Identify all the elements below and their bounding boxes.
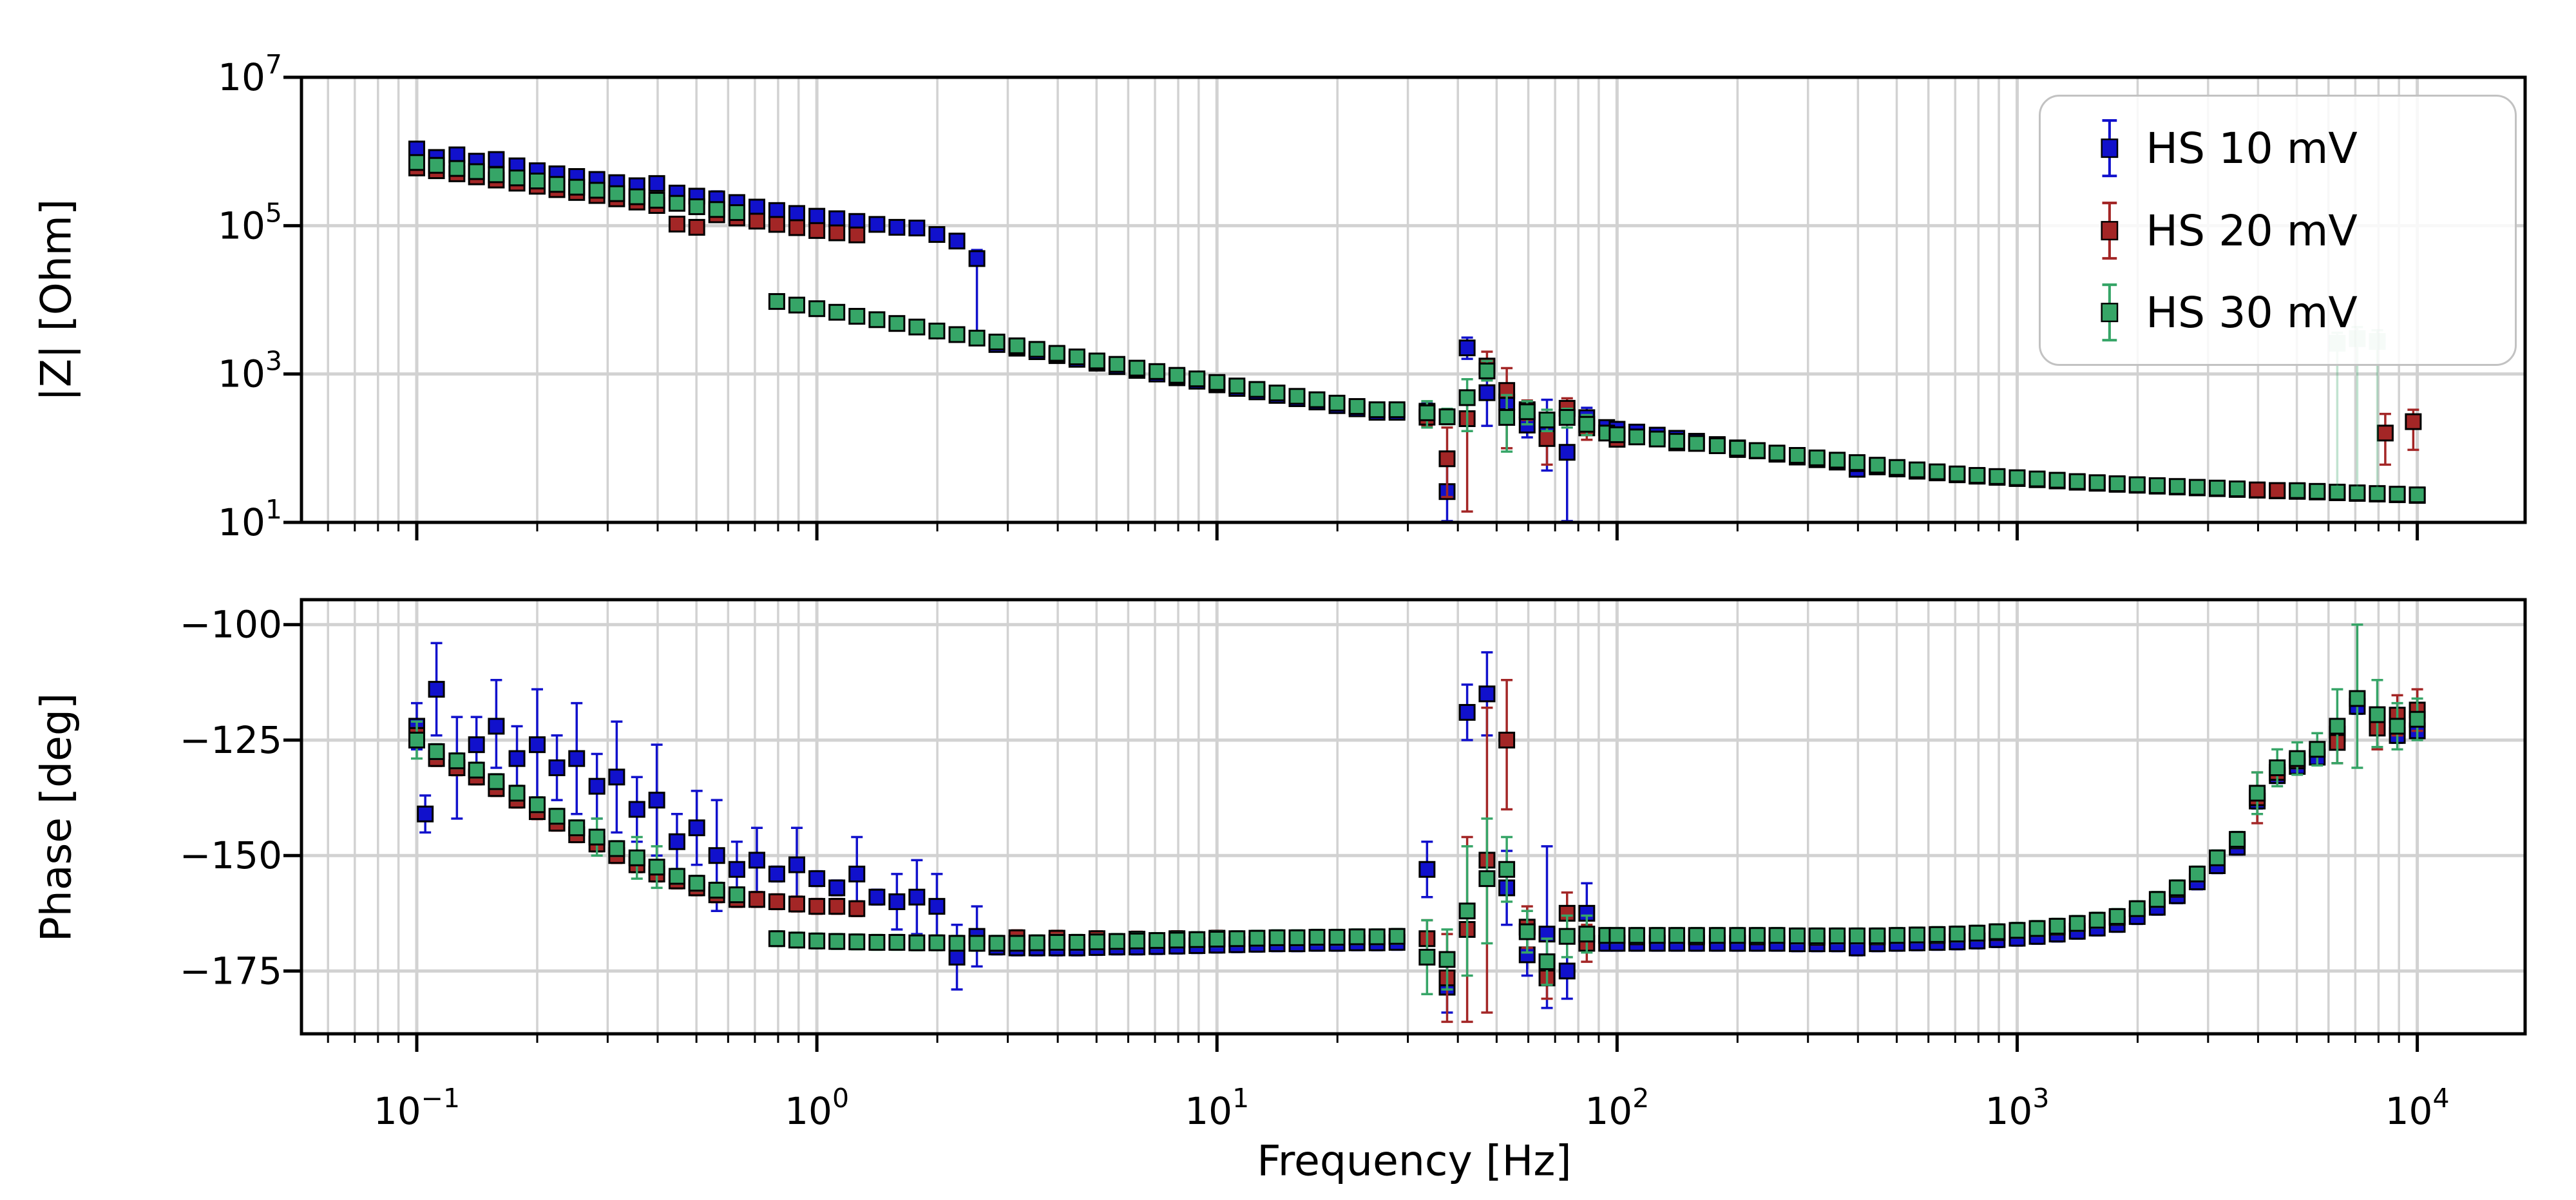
y-axis-label-magnitude: |Z| [Ohm]: [32, 198, 81, 401]
grid: [301, 77, 2525, 522]
subplot-impedance-magnitude: 107 105 103 101: [218, 49, 2527, 544]
y-tick-label: −150: [180, 833, 282, 877]
legend-item-hs20: HS 20 mV: [2041, 193, 2515, 267]
x-tick-label: 103: [1985, 1083, 2050, 1133]
legend-label-hs20: HS 20 mV: [2146, 205, 2358, 256]
errorbar-marker-icon: [2100, 119, 2118, 178]
x-tick-label: 101: [1185, 1083, 1249, 1133]
x-tick-label: 10−1: [374, 1083, 460, 1133]
legend: HS 10 mV HS 20 mV HS 30 mV: [2039, 95, 2517, 367]
y-tick-labels: −100 −125 −150 −175: [180, 603, 282, 993]
ticks: [283, 623, 2419, 1052]
subplot-phase: −100 −125 −150 −175: [180, 598, 2527, 1052]
y-tick-labels: 107 105 103 101: [218, 49, 282, 544]
x-tick-labels: 10−1 100 101 102 103 104: [374, 1083, 2450, 1133]
legend-label-hs10: HS 10 mV: [2146, 123, 2358, 173]
y-tick-label: 105: [218, 197, 282, 247]
y-axis-label-phase: Phase [deg]: [32, 692, 81, 942]
legend-label-hs30: HS 30 mV: [2146, 287, 2358, 338]
y-tick-label: −175: [180, 949, 282, 993]
x-tick-label: 104: [2385, 1083, 2450, 1133]
errorbar-marker-icon: [2100, 201, 2118, 260]
axes-frame: [300, 75, 2527, 524]
series-hs30-impedance-magnitude: [408, 154, 2426, 504]
y-tick-label: −125: [180, 718, 282, 762]
x-tick-label: 100: [785, 1083, 849, 1133]
y-tick-label: 107: [218, 49, 282, 99]
axes-frame: [300, 598, 2527, 1036]
x-axis-label: Frequency [Hz]: [1257, 1137, 1572, 1186]
ticks: [283, 75, 2419, 540]
y-tick-label: 101: [218, 494, 282, 544]
errorbar-marker-icon: [2100, 283, 2118, 342]
grid: [301, 600, 2525, 1034]
series-hs30-phase: [408, 623, 2426, 996]
series-hs10-phase: [408, 642, 2426, 1014]
y-tick-label: 103: [218, 346, 282, 396]
y-tick-label: −100: [180, 603, 282, 647]
x-tick-label: 102: [1585, 1083, 1649, 1133]
series-container: [408, 623, 2426, 1024]
series-container: [408, 140, 2426, 522]
legend-item-hs30: HS 30 mV: [2041, 276, 2515, 350]
legend-item-hs10: HS 10 mV: [2041, 111, 2515, 186]
